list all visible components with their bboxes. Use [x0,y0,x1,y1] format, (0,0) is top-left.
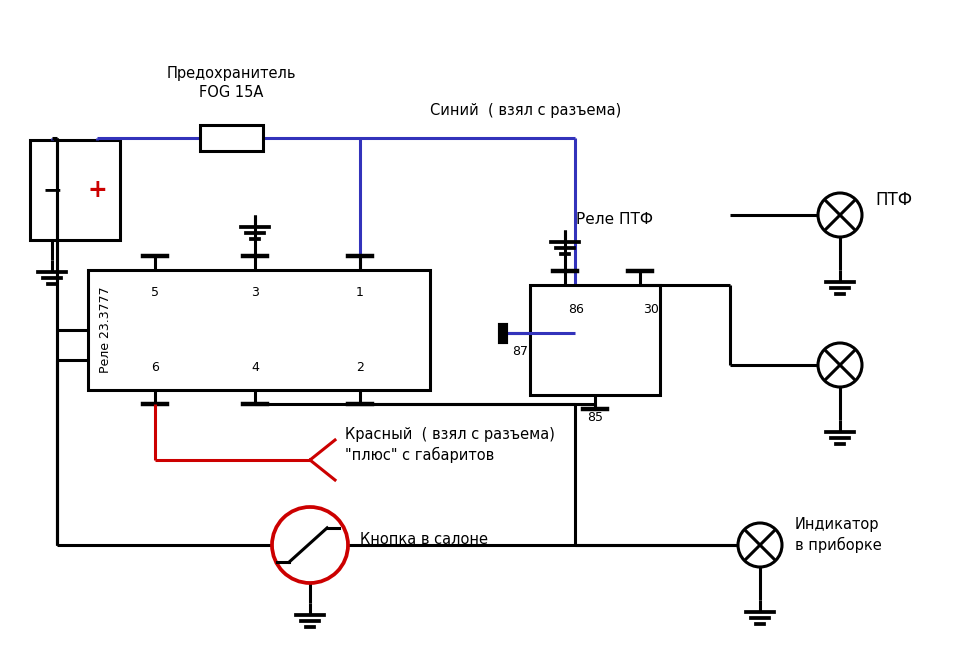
Text: 4: 4 [251,361,259,374]
Text: 6: 6 [151,361,159,374]
Text: ПТФ: ПТФ [875,191,911,209]
Text: 87: 87 [511,346,528,358]
Bar [87,270,430,390]
Text: 1: 1 [356,286,363,299]
Text: −: − [42,178,62,202]
Bar [30,140,120,240]
Text: 5: 5 [151,286,159,299]
Text: 86: 86 [567,303,583,316]
Text: Предохранитель
FOG 15A: Предохранитель FOG 15A [166,66,296,100]
Text: Индикатор
в приборке: Индикатор в приборке [794,517,881,553]
Text: 2: 2 [356,361,363,374]
Text: +: + [87,178,107,202]
Text: 30: 30 [642,303,658,316]
Bar [200,125,262,151]
Bar [530,285,659,395]
Circle shape [272,507,348,583]
Circle shape [817,343,861,387]
Text: 85: 85 [586,411,603,424]
Circle shape [817,193,861,237]
Text: Реле ПТФ: Реле ПТФ [576,213,653,228]
Circle shape [737,523,781,567]
Text: Синий  ( взял с разъема): Синий ( взял с разъема) [430,103,621,118]
Text: Реле 23.3777: Реле 23.3777 [99,287,112,373]
Text: 3: 3 [251,286,259,299]
Text: Кнопка в салоне: Кнопка в салоне [359,533,487,548]
Text: Красный  ( взял с разъема)
"плюс" с габаритов: Красный ( взял с разъема) "плюс" с габар… [345,427,554,463]
